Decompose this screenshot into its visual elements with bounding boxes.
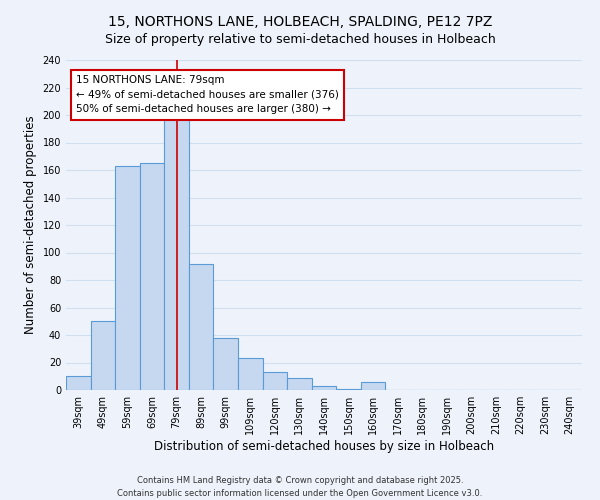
Bar <box>115 166 140 390</box>
Bar <box>361 382 385 390</box>
Bar <box>189 264 214 390</box>
Text: 15, NORTHONS LANE, HOLBEACH, SPALDING, PE12 7PZ: 15, NORTHONS LANE, HOLBEACH, SPALDING, P… <box>108 15 492 29</box>
Bar <box>312 386 336 390</box>
Bar <box>140 163 164 390</box>
Bar <box>287 378 312 390</box>
Bar <box>238 358 263 390</box>
Bar <box>66 376 91 390</box>
Text: 15 NORTHONS LANE: 79sqm
← 49% of semi-detached houses are smaller (376)
50% of s: 15 NORTHONS LANE: 79sqm ← 49% of semi-de… <box>76 75 339 114</box>
Bar <box>336 388 361 390</box>
Y-axis label: Number of semi-detached properties: Number of semi-detached properties <box>24 116 37 334</box>
Text: Contains HM Land Registry data © Crown copyright and database right 2025.
Contai: Contains HM Land Registry data © Crown c… <box>118 476 482 498</box>
Text: Size of property relative to semi-detached houses in Holbeach: Size of property relative to semi-detach… <box>104 32 496 46</box>
Bar <box>164 119 189 390</box>
X-axis label: Distribution of semi-detached houses by size in Holbeach: Distribution of semi-detached houses by … <box>154 440 494 453</box>
Bar <box>214 338 238 390</box>
Bar <box>263 372 287 390</box>
Bar <box>91 322 115 390</box>
